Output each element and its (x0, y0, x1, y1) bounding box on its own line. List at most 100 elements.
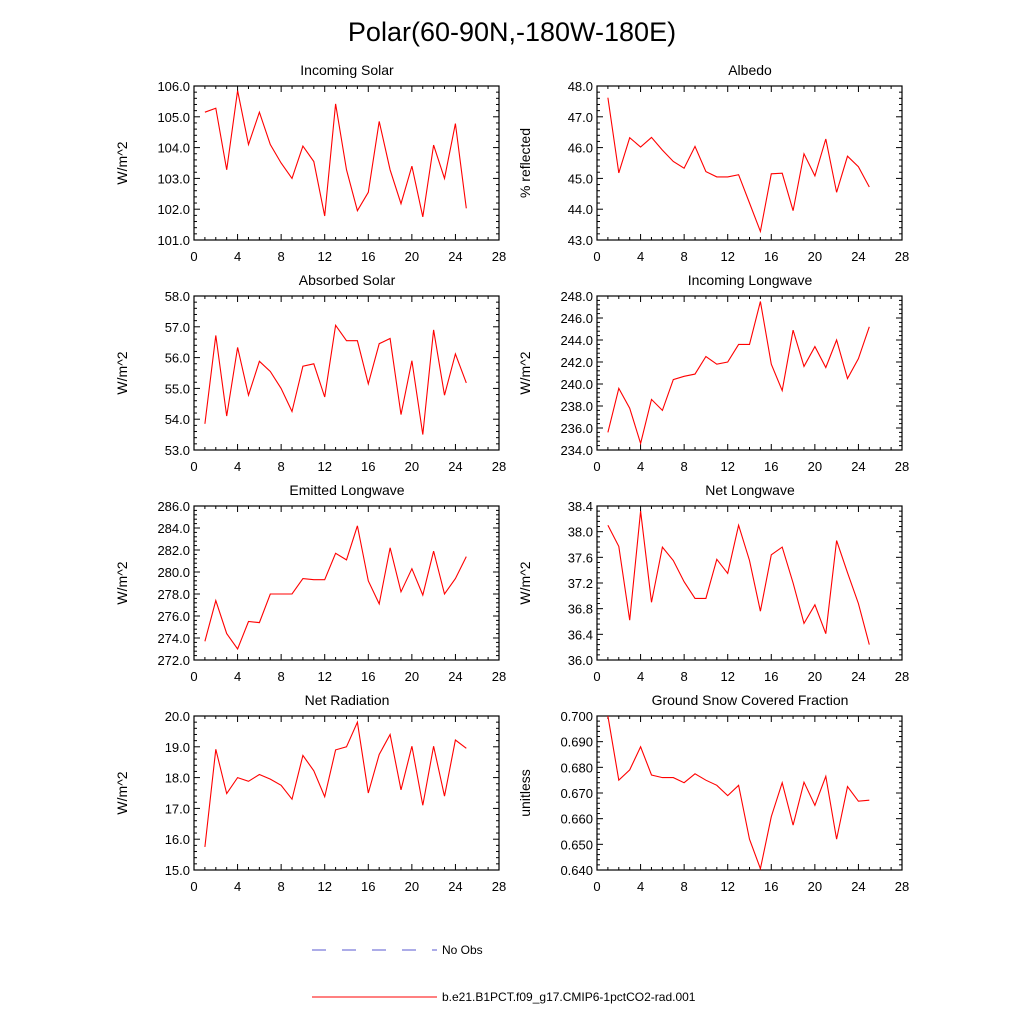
x-tick-label: 28 (492, 879, 506, 894)
series-line-0 (607, 715, 870, 871)
panel-title: Incoming Longwave (688, 272, 813, 288)
chart-panel-2: 0 4 8 12 16 20 24 28 53.0 54.0 55.0 56.0 57.0 58.0 Abs… (114, 272, 506, 474)
chart-panels: 0 4 8 12 16 20 24 28 101.0 102.0 103.0 104.0 105.0 10… (114, 62, 909, 894)
x-tick-label: 8 (278, 669, 285, 684)
x-tick-label: 16 (361, 459, 375, 474)
x-tick-label: 12 (720, 249, 734, 264)
x-tick-label: 20 (808, 879, 822, 894)
y-tick-label: 105.0 (157, 110, 190, 125)
y-tick-label: 36.8 (568, 602, 593, 617)
y-tick-label: 55.0 (165, 381, 190, 396)
y-tick-label: 44.0 (568, 202, 593, 217)
figure-title: Polar(60-90N,-180W-180E) (348, 17, 676, 47)
plot-frame (193, 295, 500, 451)
y-tick-label: 276.0 (157, 609, 190, 624)
x-tick-label: 4 (234, 249, 241, 264)
chart-panel-4: 0 4 8 12 16 20 24 28 272.0 274.0 276.0 278.0 280.0 28… (114, 482, 506, 684)
y-tick-label: 48.0 (568, 79, 593, 94)
y-tick-label: 38.0 (568, 525, 593, 540)
y-tick-label: 278.0 (157, 587, 190, 602)
chart-panel-7: 0 4 8 12 16 20 24 28 0.640 0.650 0.660 0.670 0.680 0.… (517, 692, 909, 894)
x-tick-label: 0 (593, 249, 600, 264)
panel-title: Ground Snow Covered Fraction (652, 692, 849, 708)
panel-title: Net Longwave (705, 482, 795, 498)
x-tick-label: 4 (637, 249, 644, 264)
y-axis-label: W/m^2 (114, 351, 130, 394)
y-tick-label: 0.640 (560, 863, 593, 878)
x-tick-label: 28 (895, 879, 909, 894)
x-tick-label: 4 (637, 459, 644, 474)
x-tick-label: 8 (278, 879, 285, 894)
x-tick-label: 0 (190, 249, 197, 264)
chart-panel-3: 0 4 8 12 16 20 24 28 234.0 236.0 238.0 240.0 242.0 24… (517, 272, 909, 474)
x-tick-label: 16 (764, 669, 778, 684)
x-tick-label: 12 (720, 879, 734, 894)
series-line-0 (204, 525, 467, 651)
y-tick-label: 53.0 (165, 443, 190, 458)
y-tick-label: 234.0 (560, 443, 593, 458)
x-tick-label: 0 (190, 459, 197, 474)
chart-panel-1: 0 4 8 12 16 20 24 28 43.0 44.0 45.0 46.0 47.0 48.0 Alb… (517, 62, 909, 264)
y-tick-label: 246.0 (560, 311, 593, 326)
y-tick-label: 106.0 (157, 79, 190, 94)
x-tick-label: 4 (234, 669, 241, 684)
y-tick-label: 16.0 (165, 832, 190, 847)
series-line-0 (204, 323, 467, 435)
x-tick-label: 4 (637, 879, 644, 894)
x-tick-label: 28 (492, 669, 506, 684)
x-tick-label: 0 (190, 879, 197, 894)
legend: No Obs b.e21.B1PCT.f09_g17.CMIP6-1pctCO2… (312, 943, 696, 1004)
x-tick-label: 28 (492, 459, 506, 474)
x-tick-label: 8 (278, 249, 285, 264)
y-tick-label: 104.0 (157, 141, 190, 156)
y-tick-label: 274.0 (157, 631, 190, 646)
y-tick-label: 37.2 (568, 576, 593, 591)
chart-panel-0: 0 4 8 12 16 20 24 28 101.0 102.0 103.0 104.0 105.0 10… (114, 62, 506, 264)
x-tick-label: 12 (720, 669, 734, 684)
x-tick-label: 28 (895, 669, 909, 684)
plot-frame (596, 715, 903, 871)
y-tick-label: 38.4 (568, 499, 593, 514)
x-tick-label: 0 (593, 879, 600, 894)
y-tick-label: 101.0 (157, 233, 190, 248)
panel-title: Emitted Longwave (289, 482, 404, 498)
y-tick-label: 103.0 (157, 171, 190, 186)
plot-frame (193, 505, 500, 661)
x-tick-label: 20 (405, 669, 419, 684)
y-tick-label: 47.0 (568, 110, 593, 125)
x-tick-label: 8 (278, 459, 285, 474)
y-tick-label: 280.0 (157, 565, 190, 580)
y-tick-label: 17.0 (165, 801, 190, 816)
x-tick-label: 16 (764, 459, 778, 474)
series-line-0 (607, 301, 870, 446)
x-tick-label: 4 (234, 879, 241, 894)
plot-frame (596, 295, 903, 451)
x-tick-label: 20 (808, 249, 822, 264)
chart-panel-5: 0 4 8 12 16 20 24 28 36.0 36.4 36.8 37.2 37.6 38.0 38.… (517, 482, 909, 684)
x-tick-label: 12 (317, 669, 331, 684)
series-line-0 (204, 720, 467, 847)
x-tick-label: 0 (190, 669, 197, 684)
x-tick-label: 24 (851, 459, 865, 474)
y-tick-label: 244.0 (560, 333, 593, 348)
y-tick-label: 45.0 (568, 171, 593, 186)
x-tick-label: 24 (448, 669, 462, 684)
y-tick-label: 58.0 (165, 289, 190, 304)
plot-frame (193, 85, 500, 241)
x-tick-label: 28 (895, 459, 909, 474)
x-tick-label: 0 (593, 669, 600, 684)
y-axis-label: W/m^2 (114, 561, 130, 604)
y-tick-label: 37.6 (568, 550, 593, 565)
panel-title: Net Radiation (305, 692, 390, 708)
y-axis-label: unitless (517, 769, 533, 816)
y-axis-label: % reflected (517, 128, 533, 198)
y-tick-label: 54.0 (165, 412, 190, 427)
x-tick-label: 20 (405, 249, 419, 264)
x-tick-label: 24 (851, 249, 865, 264)
x-tick-label: 20 (405, 459, 419, 474)
x-tick-label: 8 (681, 879, 688, 894)
y-tick-label: 282.0 (157, 543, 190, 558)
y-tick-label: 36.0 (568, 653, 593, 668)
y-tick-label: 19.0 (165, 740, 190, 755)
